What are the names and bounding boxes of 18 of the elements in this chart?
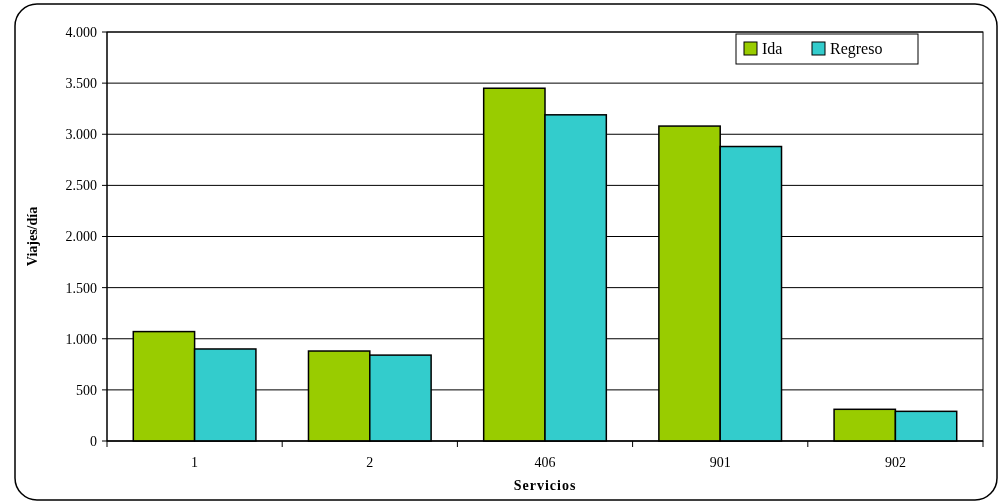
x-tick-label: 406	[534, 455, 556, 470]
x-tick-label: 2	[366, 455, 374, 470]
y-tick-label: 2.000	[65, 229, 97, 245]
y-tick-label: 4.000	[65, 24, 97, 40]
y-tick-label: 1.500	[65, 280, 97, 296]
y-tick-label: 2.500	[65, 178, 97, 194]
x-tick-label: 901	[709, 455, 731, 470]
x-tick-label: 1	[191, 455, 199, 470]
legend-label: Ida	[762, 40, 783, 57]
legend-label: Regreso	[830, 40, 883, 58]
y-tick-label: 0	[90, 433, 97, 449]
x-axis-title: Servicios	[513, 478, 577, 493]
y-tick-label: 3.000	[65, 127, 97, 143]
y-axis-title: Viajes/día	[25, 206, 40, 267]
y-tick-label: 500	[76, 382, 97, 398]
y-tick-label: 3.500	[65, 76, 97, 92]
x-tick-label: 902	[884, 455, 906, 470]
y-tick-label: 1.000	[65, 331, 97, 347]
